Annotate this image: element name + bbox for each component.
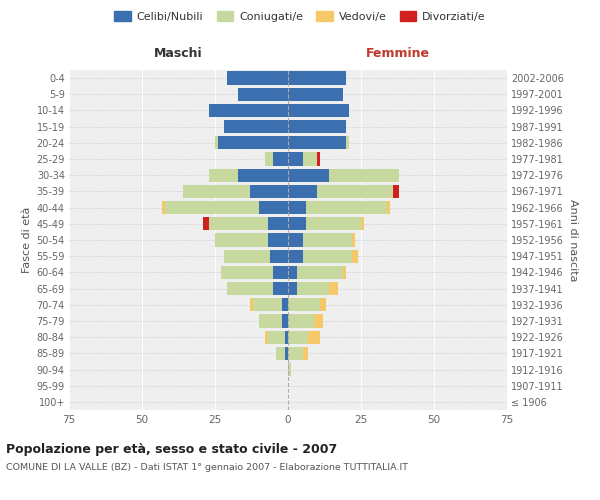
Bar (285, 330, 288, 344)
Bar (238, 88, 288, 101)
Bar (320, 298, 326, 312)
Bar (305, 201, 387, 214)
Text: Maschi: Maschi (154, 47, 203, 60)
Bar (215, 234, 268, 246)
Bar (317, 185, 393, 198)
Bar (271, 250, 288, 263)
Bar (163, 201, 166, 214)
Bar (288, 104, 349, 117)
Bar (209, 217, 268, 230)
Bar (265, 152, 274, 166)
Bar (209, 104, 288, 117)
Bar (308, 330, 320, 344)
Bar (268, 330, 285, 344)
Bar (250, 185, 288, 198)
Bar (288, 120, 346, 134)
Bar (265, 330, 268, 344)
Bar (227, 282, 274, 295)
Bar (352, 234, 355, 246)
Bar (221, 266, 274, 279)
Bar (288, 282, 297, 295)
Bar (302, 250, 352, 263)
Bar (183, 185, 250, 198)
Bar (227, 72, 288, 85)
Bar (288, 330, 308, 344)
Bar (209, 168, 238, 182)
Bar (215, 136, 218, 149)
Bar (343, 266, 346, 279)
Bar (274, 266, 288, 279)
Bar (259, 314, 282, 328)
Bar (352, 250, 358, 263)
Text: Popolazione per età, sesso e stato civile - 2007: Popolazione per età, sesso e stato civil… (6, 442, 337, 456)
Bar (224, 250, 271, 263)
Bar (259, 201, 288, 214)
Bar (346, 136, 349, 149)
Bar (317, 152, 320, 166)
Bar (288, 266, 297, 279)
Bar (274, 152, 288, 166)
Bar (238, 168, 288, 182)
Bar (288, 346, 302, 360)
Bar (282, 314, 288, 328)
Bar (288, 363, 291, 376)
Bar (288, 88, 343, 101)
Bar (268, 217, 288, 230)
Bar (288, 234, 302, 246)
Bar (329, 282, 338, 295)
Bar (288, 201, 305, 214)
Bar (250, 298, 253, 312)
Bar (166, 201, 259, 214)
Bar (297, 282, 329, 295)
Bar (302, 346, 308, 360)
Bar (288, 72, 346, 85)
Bar (288, 152, 302, 166)
Bar (302, 234, 352, 246)
Bar (224, 120, 288, 134)
Text: Femmine: Femmine (365, 47, 430, 60)
Bar (282, 298, 288, 312)
Bar (288, 314, 314, 328)
Bar (288, 217, 305, 230)
Bar (288, 185, 317, 198)
Bar (314, 314, 323, 328)
Bar (218, 136, 288, 149)
Y-axis label: Fasce di età: Fasce di età (22, 207, 32, 273)
Text: COMUNE DI LA VALLE (BZ) - Dati ISTAT 1° gennaio 2007 - Elaborazione TUTTITALIA.I: COMUNE DI LA VALLE (BZ) - Dati ISTAT 1° … (6, 462, 408, 471)
Bar (203, 217, 209, 230)
Bar (393, 185, 399, 198)
Bar (302, 152, 317, 166)
Bar (285, 346, 288, 360)
Bar (288, 136, 346, 149)
Bar (288, 168, 329, 182)
Bar (305, 217, 361, 230)
Bar (274, 282, 288, 295)
Bar (288, 250, 302, 263)
Bar (297, 266, 343, 279)
Bar (268, 234, 288, 246)
Y-axis label: Anni di nascita: Anni di nascita (568, 198, 578, 281)
Bar (329, 168, 399, 182)
Legend: Celibi/Nubili, Coniugati/e, Vedovi/e, Divorziati/e: Celibi/Nubili, Coniugati/e, Vedovi/e, Di… (111, 8, 489, 25)
Bar (277, 346, 285, 360)
Bar (361, 217, 364, 230)
Bar (253, 298, 282, 312)
Bar (288, 298, 320, 312)
Bar (387, 201, 390, 214)
